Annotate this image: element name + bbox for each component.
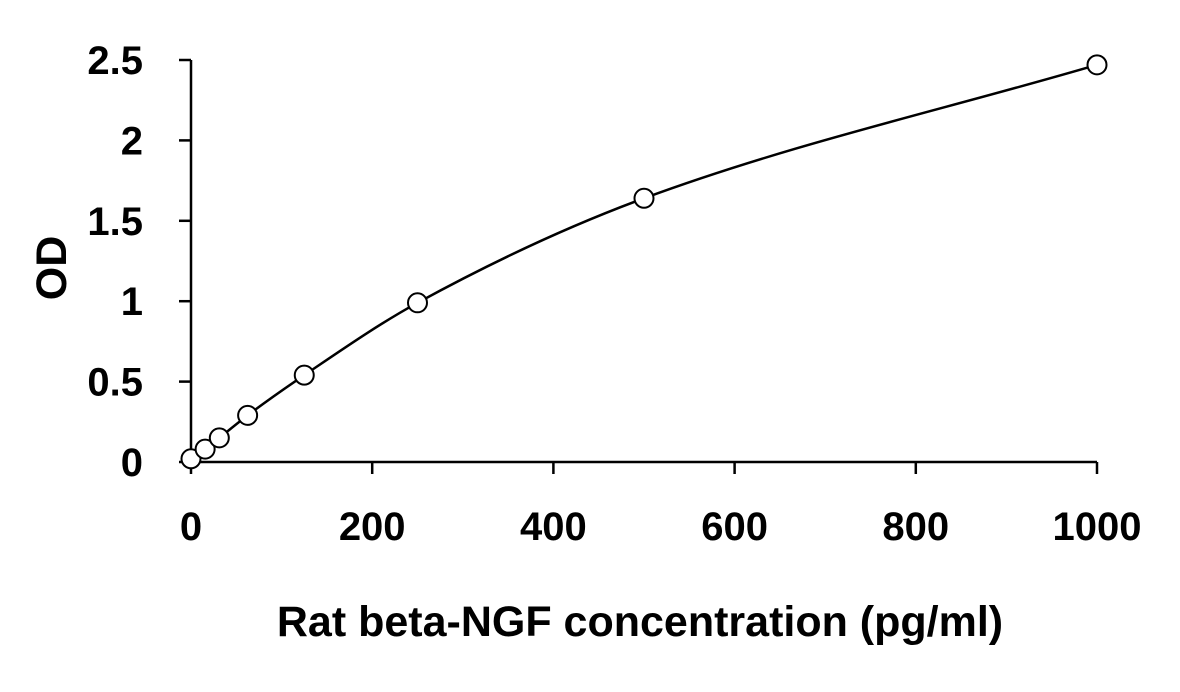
y-tick-label: 1 [121,280,143,324]
data-point [293,364,315,386]
y-tick-label: 2 [121,119,143,163]
y-tick-label: 2.5 [87,39,143,83]
axes [189,60,1097,464]
y-tick-label: 1.5 [87,200,143,244]
x-tick-label: 1000 [1053,505,1142,549]
x-tick-label: 0 [180,505,202,549]
data-points [180,54,1108,470]
y-axis-title: OD [28,236,76,301]
x-tick-label: 800 [882,505,949,549]
axis-ticks: 0 200 400 600 800 1000 0 0.5 1 1.5 2 2.5 [87,39,1141,549]
fit-curve [190,63,1098,460]
x-tick-label: 600 [701,505,768,549]
data-point [180,448,202,470]
y-tick-label: 0 [121,441,143,485]
data-point [1086,54,1108,76]
data-point [208,427,230,449]
data-point [633,187,655,209]
x-tick-label: 200 [339,505,406,549]
x-axis-title: Rat beta-NGF concentration (pg/ml) [277,598,1003,646]
data-point [194,438,216,460]
data-point [407,292,428,314]
fit-curve-layer [190,63,1098,460]
data-point [237,404,259,426]
y-tick-label: 0.5 [87,361,143,405]
x-tick-label: 400 [520,505,587,549]
